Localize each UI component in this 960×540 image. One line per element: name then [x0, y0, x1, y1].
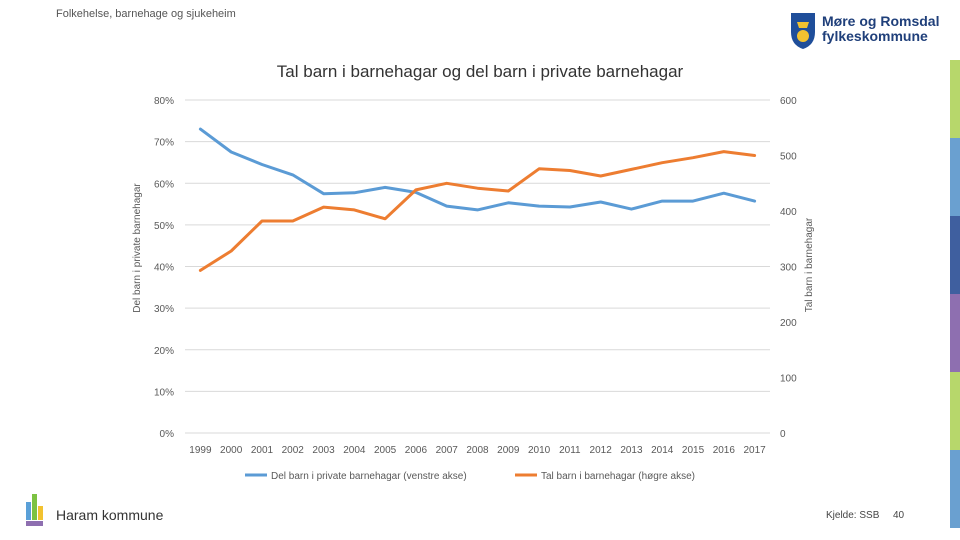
side-stripe: [950, 372, 960, 450]
x-axis-tick-label: 2011: [559, 445, 581, 456]
side-stripe: [950, 138, 960, 216]
x-axis-tick-label: 2005: [374, 445, 397, 456]
haram-logo-icon: [26, 494, 43, 526]
right-axis-tick-label: 600: [780, 96, 797, 107]
section-header: Folkehelse, barnehage og sjukeheim: [56, 8, 236, 20]
right-axis-tick-label: 0: [780, 429, 786, 440]
chart-title: Tal barn i barnehagar og del barn i priv…: [276, 62, 684, 81]
x-axis-tick-label: 2001: [251, 445, 274, 456]
left-axis-tick-label: 70%: [154, 138, 174, 149]
county-shield-icon: [791, 13, 815, 49]
x-axis-tick-label: 2009: [497, 445, 520, 456]
left-axis-tick-label: 40%: [154, 263, 174, 274]
x-axis-tick-label: 2014: [651, 445, 674, 456]
left-axis-tick-label: 0%: [160, 429, 175, 440]
series-line: [198, 150, 757, 272]
side-stripe: [950, 450, 960, 528]
left-axis-tick-label: 80%: [154, 96, 174, 107]
x-axis-tick-label: 2017: [743, 445, 766, 456]
legend-label: Del barn i private barnehagar (venstre a…: [271, 471, 467, 482]
x-axis-tick-label: 2006: [405, 445, 428, 456]
x-axis-tick-label: 2015: [682, 445, 705, 456]
legend-label: Tal barn i barnehagar (høgre akse): [541, 471, 695, 482]
x-axis-tick-label: 2007: [436, 445, 459, 456]
left-axis-tick-label: 60%: [154, 179, 174, 190]
municipality-name: Haram kommune: [56, 507, 164, 523]
right-axis-tick-label: 500: [780, 152, 797, 163]
right-axis-title: Tal barn i barnehagar: [804, 217, 815, 312]
x-axis-tick-label: 1999: [189, 445, 212, 456]
right-axis-tick-label: 300: [780, 263, 797, 274]
page-number: 40: [893, 510, 905, 521]
x-axis-tick-label: 2010: [528, 445, 551, 456]
x-axis-tick-label: 2013: [620, 445, 643, 456]
left-axis-title: Del barn i private barnehagar: [132, 183, 143, 313]
x-axis-tick-label: 2003: [312, 445, 335, 456]
logo-line-1: Møre og Romsdal: [822, 13, 940, 29]
x-axis-tick-label: 2002: [282, 445, 305, 456]
left-axis-tick-label: 50%: [154, 221, 174, 232]
left-axis-tick-label: 10%: [154, 387, 174, 398]
series-line: [198, 127, 757, 212]
right-axis-tick-label: 100: [780, 374, 797, 385]
left-axis-tick-label: 30%: [154, 304, 174, 315]
x-axis-tick-label: 2012: [590, 445, 613, 456]
source-note: Kjelde: SSB: [826, 510, 880, 521]
x-axis-tick-label: 2016: [713, 445, 736, 456]
right-axis-tick-label: 200: [780, 318, 797, 329]
side-stripe: [950, 294, 960, 372]
x-axis-tick-label: 2000: [220, 445, 243, 456]
logo-line-2: fylkeskommune: [822, 28, 928, 44]
side-stripe: [950, 60, 960, 138]
left-axis-tick-label: 20%: [154, 346, 174, 357]
x-axis-tick-label: 2004: [343, 445, 366, 456]
decorative-side-stripes: [950, 60, 960, 530]
right-axis-tick-label: 400: [780, 207, 797, 218]
side-stripe: [950, 216, 960, 294]
x-axis-tick-label: 2008: [466, 445, 489, 456]
county-logo: Møre og Romsdal fylkeskommune: [790, 12, 950, 52]
